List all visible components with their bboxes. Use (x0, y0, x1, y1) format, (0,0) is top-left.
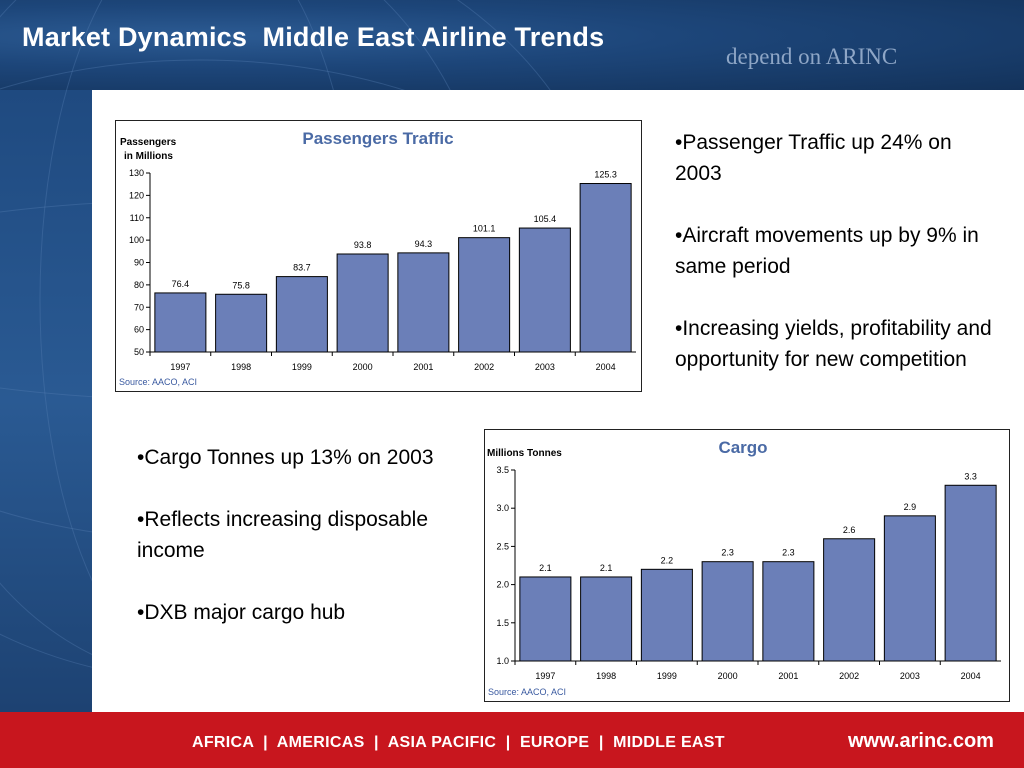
y-tick-label: 120 (129, 190, 144, 200)
bar (701, 561, 754, 662)
bullet-item: •Cargo Tonnes up 13% on 2003 (137, 446, 434, 469)
source-note: Source: AACO, ACI (488, 687, 566, 697)
x-tick-label: 1999 (657, 671, 677, 681)
bar-value-label: 3.3 (964, 471, 977, 481)
y-tick-label: 100 (129, 235, 144, 245)
bar-value-label: 2.3 (782, 548, 795, 558)
y-tick-label: 3.0 (496, 503, 509, 513)
x-tick-label: 2002 (839, 671, 859, 681)
y-tick-label: 2.0 (496, 580, 509, 590)
bar (883, 515, 936, 662)
bar (275, 276, 328, 353)
y-tick-label: 110 (130, 213, 144, 223)
passenger-chart: Passengers Traffic Passengers in Millions 5… (119, 129, 636, 387)
y-tick-label: 90 (134, 258, 144, 268)
bar (579, 183, 632, 353)
x-tick-label: 2003 (535, 362, 555, 372)
y-tick-label: 1.5 (496, 618, 509, 628)
bar-value-label: 2.1 (600, 563, 613, 573)
bar (518, 227, 571, 353)
bullet-item: •Increasing yields, profitability and op… (675, 317, 992, 371)
cargo-chart: Cargo Millions Tonnes 1.0 1.5 2.0 2.5 3.0 3.5 2.… (487, 438, 1001, 697)
bar-value-label: 2.6 (843, 525, 856, 535)
cargo-bullets: •Cargo Tonnes up 13% on 2003 •Reflects i… (137, 442, 452, 659)
bar-value-label: 75.8 (232, 280, 250, 290)
y-tick-label: 60 (134, 325, 144, 335)
cargo-chart-frame: Cargo Millions Tonnes 1.0 1.5 2.0 2.5 3.0 3.5 2.… (484, 429, 1010, 702)
bar-value-label: 101.1 (473, 224, 496, 234)
page-title: Market Dynamics Middle East Airline Tren… (22, 22, 605, 52)
y-tick-label: 130 (129, 168, 144, 178)
x-tick-label: 2004 (596, 362, 616, 372)
passenger-chart-frame: Passengers Traffic Passengers in Millions 5… (115, 120, 642, 392)
left-decorative-band (0, 90, 92, 712)
x-tick-label: 2001 (778, 671, 798, 681)
y-tick-label: 70 (134, 302, 144, 312)
bar-value-label: 93.8 (354, 240, 372, 250)
y-tick-label: 50 (134, 347, 144, 357)
footer-regions: AFRICA | AMERICAS | ASIA PACIFIC | EUROP… (192, 734, 725, 751)
bar-value-label: 94.3 (415, 239, 433, 249)
bar-value-label: 2.2 (661, 555, 674, 565)
x-tick-label: 2001 (413, 362, 433, 372)
bullet-item: •Reflects increasing disposable income (137, 508, 429, 562)
bar-value-label: 2.1 (539, 563, 552, 573)
brand-tagline: depend on ARINC (726, 44, 898, 69)
chart-title: Cargo (718, 438, 767, 457)
chart-title: Passengers Traffic (302, 129, 453, 148)
bar (215, 293, 268, 353)
bullet-item: •Passenger Traffic up 24% on 2003 (675, 131, 952, 185)
footer-bar: AFRICA | AMERICAS | ASIA PACIFIC | EUROP… (0, 712, 1024, 768)
bar (762, 561, 815, 662)
bar-value-label: 2.9 (904, 502, 917, 512)
bar-value-label: 125.3 (594, 170, 617, 180)
bar-value-label: 83.7 (293, 263, 311, 273)
bar (458, 237, 511, 353)
x-tick-label: 1997 (535, 671, 555, 681)
bar (640, 568, 693, 662)
y-tick-label: 3.5 (496, 465, 509, 475)
bar (519, 576, 572, 662)
y-axis-label: Millions Tonnes (487, 448, 562, 459)
bar (336, 253, 389, 353)
x-tick-label: 2004 (961, 671, 981, 681)
y-tick-label: 2.5 (496, 541, 509, 551)
y-tick-label: 80 (134, 280, 144, 290)
y-axis-label: Passengers (120, 137, 177, 148)
x-tick-label: 1999 (292, 362, 312, 372)
x-tick-label: 2000 (718, 671, 738, 681)
footer-url-link[interactable]: www.arinc.com (848, 730, 994, 752)
x-tick-label: 1997 (170, 362, 190, 372)
bullet-item: •DXB major cargo hub (137, 601, 346, 624)
x-tick-label: 2003 (900, 671, 920, 681)
bar-value-label: 2.3 (721, 548, 734, 558)
bar (154, 292, 207, 353)
bar-value-label: 105.4 (534, 214, 557, 224)
bar (944, 484, 997, 662)
bar (580, 576, 633, 662)
x-tick-label: 2002 (474, 362, 494, 372)
y-tick-label: 1.0 (496, 656, 509, 666)
x-tick-label: 1998 (231, 362, 251, 372)
x-tick-label: 1998 (596, 671, 616, 681)
source-note: Source: AACO, ACI (119, 377, 197, 387)
bar (397, 252, 450, 353)
passenger-bullets: •Passenger Traffic up 24% on 2003 •Aircr… (675, 127, 995, 406)
x-tick-label: 2000 (353, 362, 373, 372)
y-axis-label: in Millions (124, 151, 173, 162)
bullet-item: •Aircraft movements up by 9% in same per… (675, 224, 979, 278)
bar-value-label: 76.4 (172, 279, 190, 289)
bar (823, 538, 876, 662)
header-banner (0, 0, 1024, 90)
